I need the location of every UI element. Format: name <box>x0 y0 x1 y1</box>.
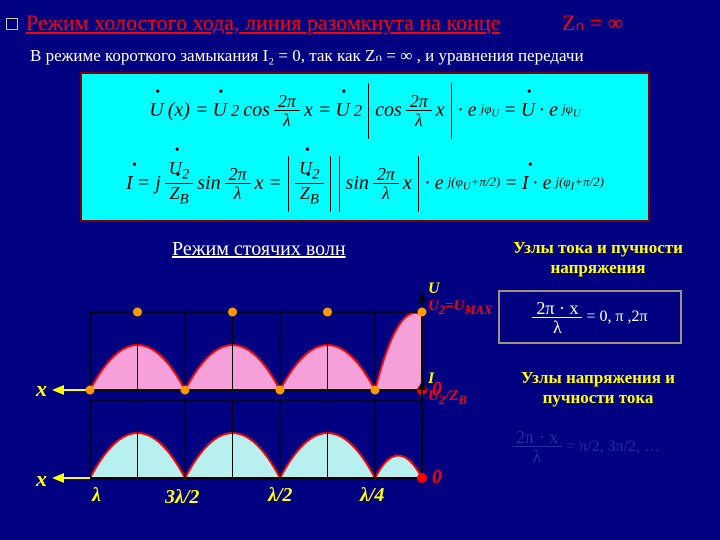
equation-box: U(x) = U2 cos 2πλ x = U2 cos 2πλ x · ejφ… <box>80 72 650 222</box>
equation-2: I = j U2ZB sin 2πλ x = U2ZB sin 2πλ x · … <box>126 156 604 212</box>
note-voltage-nodes: Узлы напряжения и пучности тока <box>498 368 698 408</box>
tick-l4: λ/4 <box>360 484 384 507</box>
standing-wave-diagram <box>30 270 460 515</box>
i-amp-label: U2/ZB <box>428 388 467 408</box>
x-label-1: x <box>36 376 47 402</box>
list-bullet <box>6 18 18 30</box>
intro-paragraph: В режиме короткого замыкания I₂ = 0, так… <box>30 46 584 66</box>
condition-eq-2: 2π · xλ = π/2, 3π/2, … <box>512 428 660 465</box>
tick-3l2: 3λ/2 <box>165 486 199 509</box>
standing-waves-heading: Режим стоячих волн <box>172 238 346 261</box>
u-max-label: U2=UMAX <box>428 298 492 318</box>
note-current-nodes: Узлы тока и пучности напряжения <box>498 238 698 278</box>
x-label-2: x <box>36 466 47 492</box>
tick-l2: λ/2 <box>268 484 292 507</box>
u-axis-label: U <box>428 280 440 298</box>
slide-title-tail: Zₙ = ∞ <box>562 10 623 36</box>
condition-eq: 2π · xλ = 0, π ,2π <box>532 299 647 336</box>
equation-1: U(x) = U2 cos 2πλ x = U2 cos 2πλ x · ejφ… <box>149 83 580 139</box>
i-zero: 0 <box>432 466 442 489</box>
i-axis-label: I <box>428 370 434 388</box>
tick-lambda: λ <box>92 484 101 507</box>
slide-title: Режим холостого хода, линия разомкнута н… <box>26 10 500 36</box>
condition-box: 2π · xλ = 0, π ,2π <box>498 290 682 344</box>
